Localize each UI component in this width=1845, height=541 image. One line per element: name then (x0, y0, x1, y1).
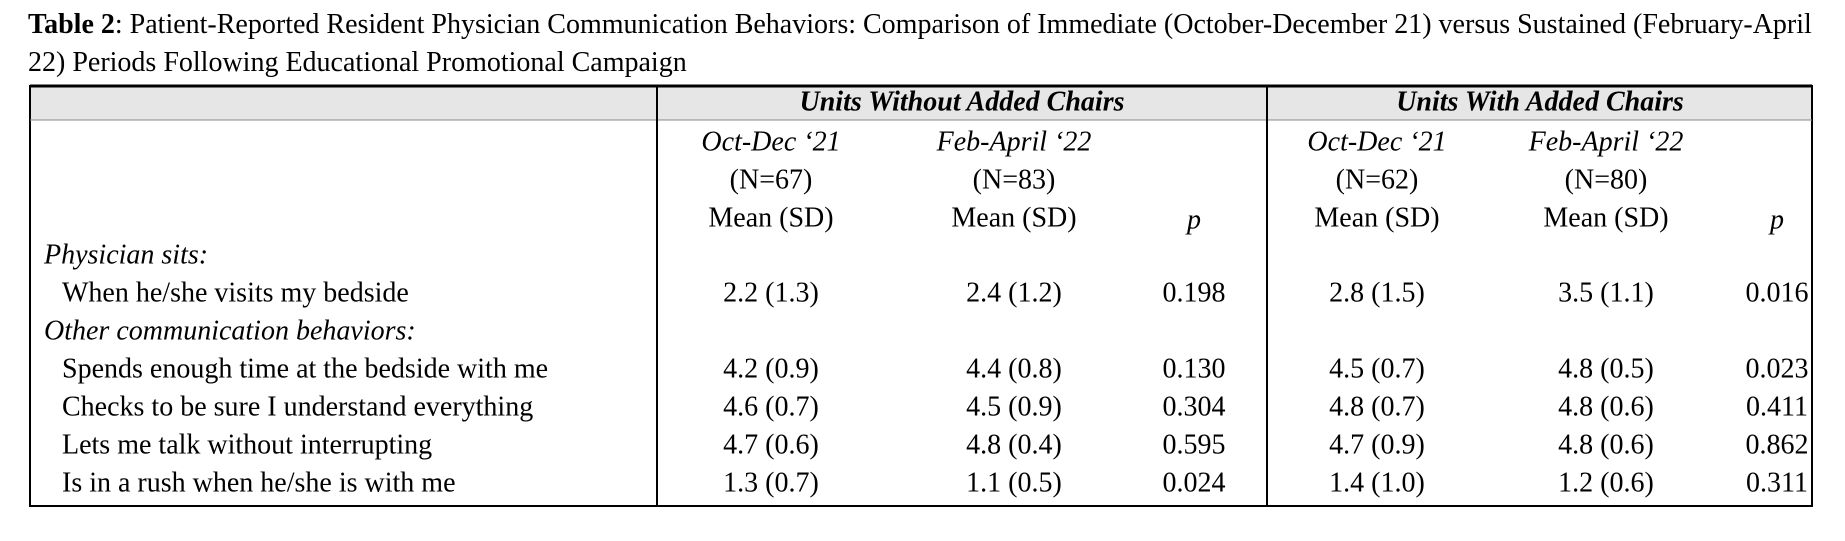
period-name: Feb-April ‘22 (936, 126, 1092, 157)
cell: 0.304 (1163, 391, 1226, 422)
cell: 0.016 (1746, 277, 1809, 308)
p-header: p (1768, 204, 1784, 235)
period-stat: Mean (SD) (951, 202, 1076, 233)
cell: 4.8 (0.7) (1329, 391, 1425, 422)
cell: 1.3 (0.7) (723, 467, 819, 498)
cell: 4.4 (0.8) (966, 353, 1062, 384)
period-n: (N=62) (1336, 164, 1419, 195)
row-label: Spends enough time at the bedside with m… (62, 353, 548, 384)
cell: 0.198 (1163, 277, 1226, 308)
period-stat: Mean (SD) (1543, 202, 1668, 233)
row-label: Lets me talk without interrupting (62, 429, 432, 460)
row-label: When he/she visits my bedside (62, 277, 409, 308)
cell: 0.595 (1163, 429, 1226, 460)
cell: 4.7 (0.9) (1329, 429, 1425, 460)
cell: 4.8 (0.4) (966, 429, 1062, 460)
cell: 4.5 (0.9) (966, 391, 1062, 422)
period-name: Feb-April ‘22 (1528, 126, 1684, 157)
row-label: Is in a rush when he/she is with me (62, 467, 456, 498)
group-title: Units With Added Chairs (1396, 86, 1684, 117)
cell: 2.8 (1.5) (1329, 277, 1425, 308)
cell: 1.1 (0.5) (966, 467, 1062, 498)
cell: 3.5 (1.1) (1558, 277, 1654, 308)
cell: 0.024 (1163, 467, 1226, 498)
section-title: Other communication behaviors: (44, 315, 416, 346)
period-n: (N=80) (1565, 164, 1648, 195)
section-title: Physician sits: (43, 239, 208, 270)
cell: 2.2 (1.3) (723, 277, 819, 308)
period-name: Oct-Dec ‘21 (1307, 126, 1446, 157)
cell: 4.6 (0.7) (723, 391, 819, 422)
cell: 1.4 (1.0) (1329, 467, 1425, 498)
row-label: Checks to be sure I understand everythin… (62, 391, 533, 422)
cell: 4.8 (0.6) (1558, 391, 1654, 422)
caption-text: : Patient-Reported Resident Physician Co… (28, 9, 1812, 78)
period-name: Oct-Dec ‘21 (701, 126, 840, 157)
cell: 4.8 (0.5) (1558, 353, 1654, 384)
caption: Table 2: Patient-Reported Resident Physi… (28, 6, 1843, 82)
caption-label: Table 2 (28, 9, 115, 40)
cell: 4.2 (0.9) (723, 353, 819, 384)
period-stat: Mean (SD) (1314, 202, 1439, 233)
cell: 4.7 (0.6) (723, 429, 819, 460)
group-title: Units Without Added Chairs (800, 86, 1125, 117)
p-header: p (1185, 204, 1201, 235)
cell: 4.5 (0.7) (1329, 353, 1425, 384)
cell: 1.2 (0.6) (1558, 467, 1654, 498)
cell: 0.411 (1746, 391, 1808, 422)
cell: 0.311 (1746, 467, 1808, 498)
cell: 0.023 (1746, 353, 1809, 384)
cell: 0.130 (1163, 353, 1226, 384)
period-n: (N=67) (730, 164, 813, 195)
period-n: (N=83) (973, 164, 1056, 195)
period-stat: Mean (SD) (708, 202, 833, 233)
cell: 4.8 (0.6) (1558, 429, 1654, 460)
cell: 2.4 (1.2) (966, 277, 1062, 308)
cell: 0.862 (1746, 429, 1809, 460)
header-band (30, 86, 1812, 120)
